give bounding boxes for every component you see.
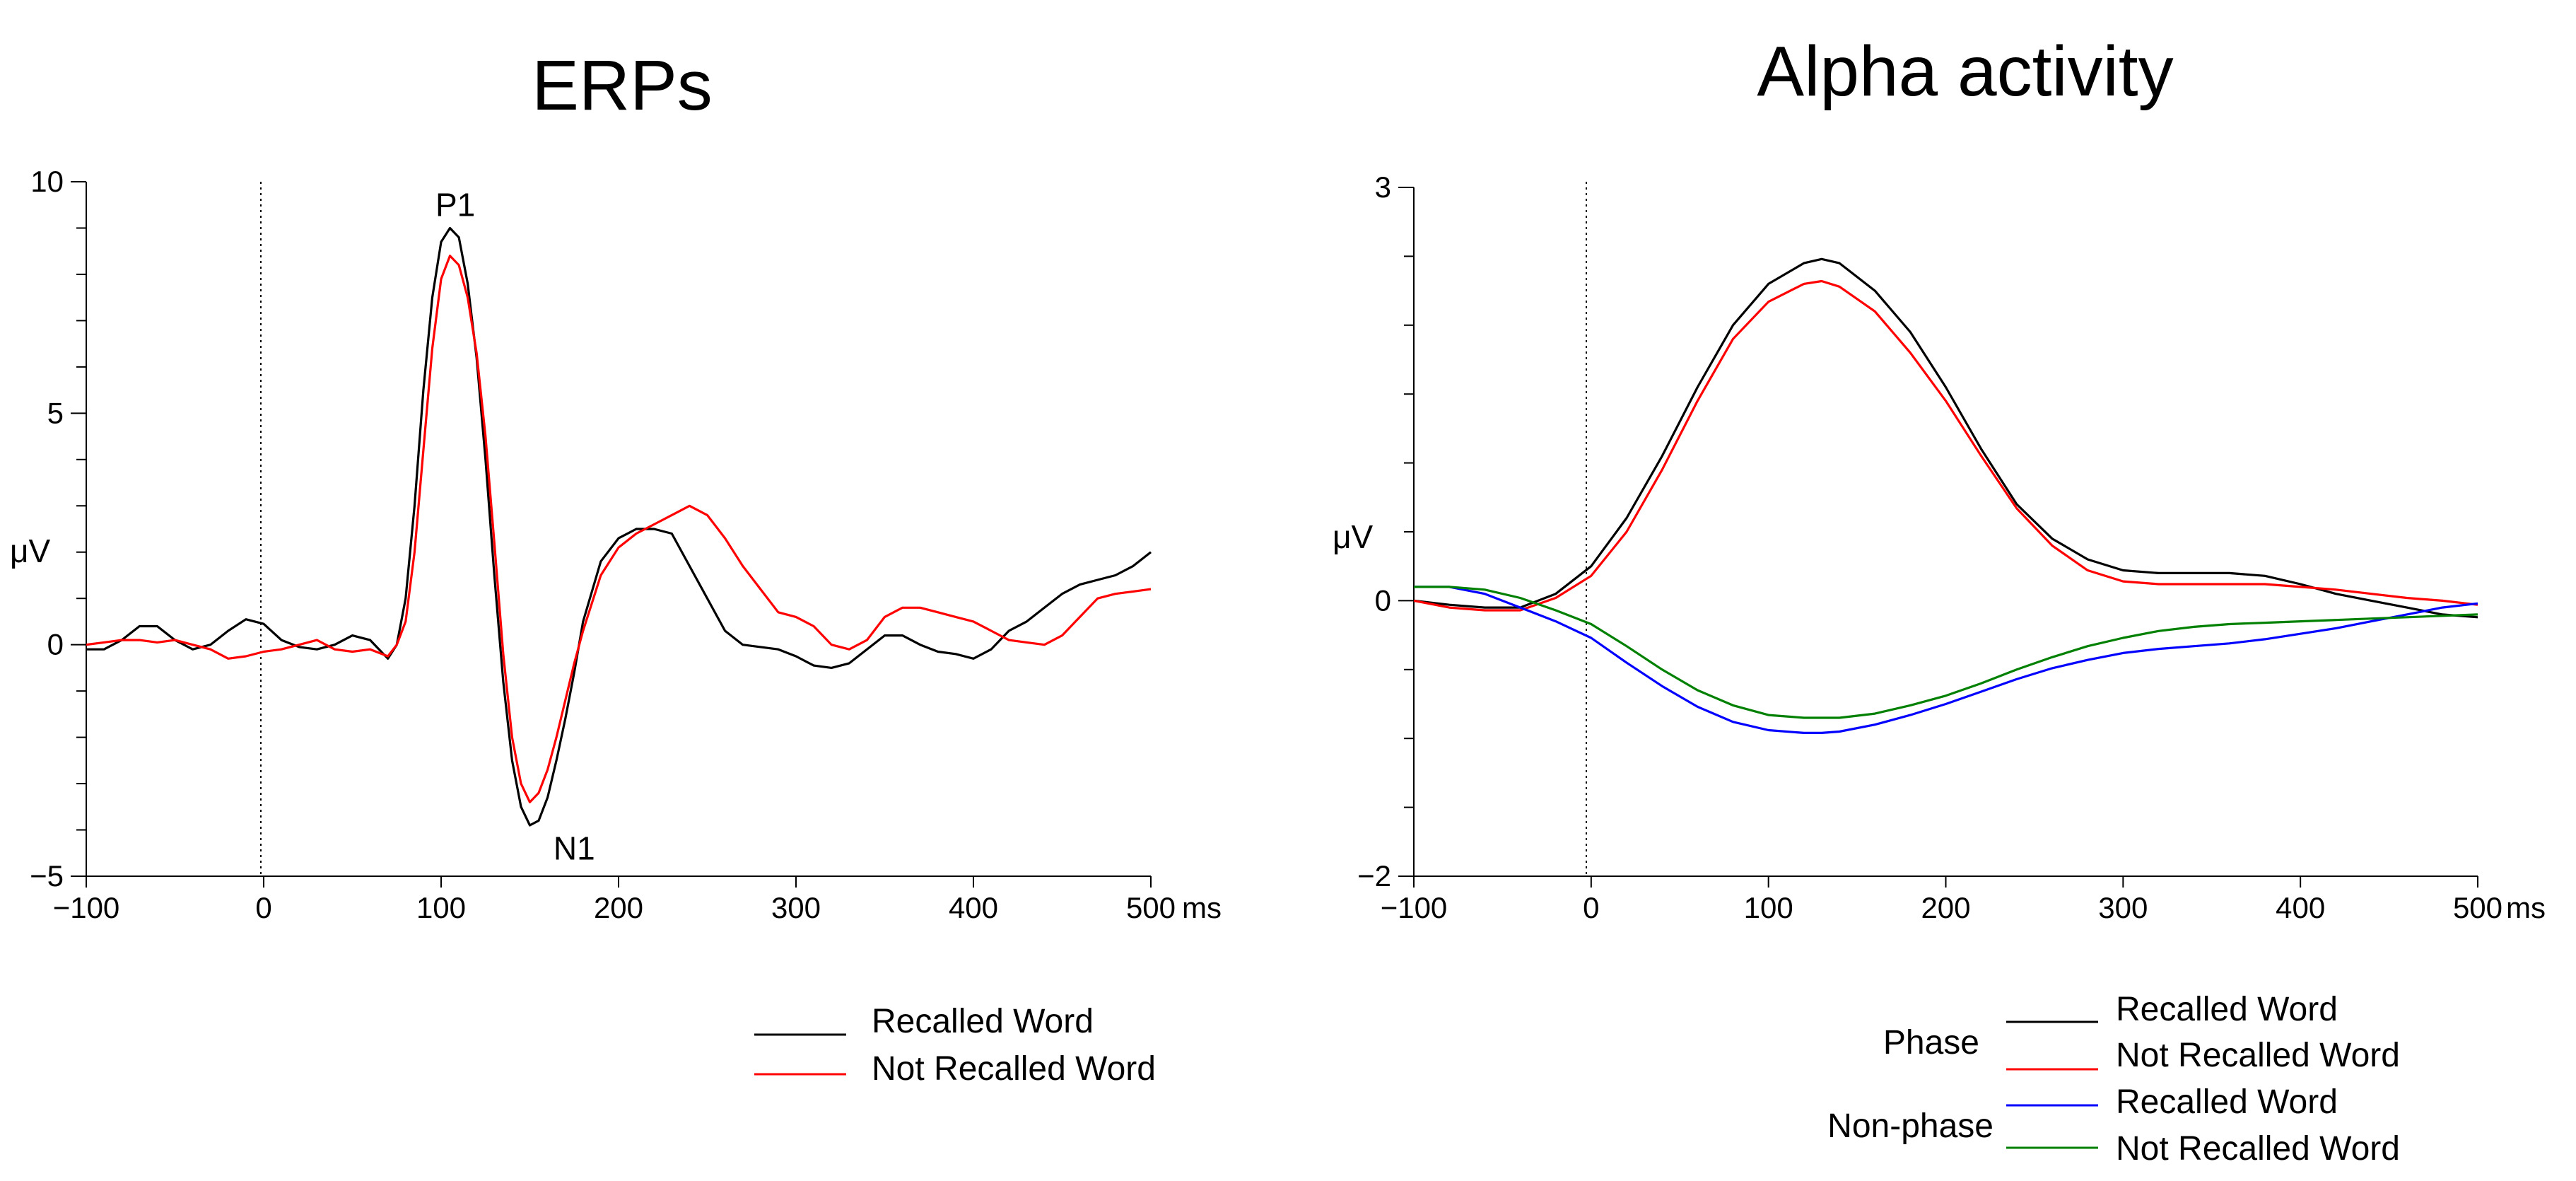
alpha-panel: Alpha activity −203−100 0 100 200 300 400 500 … [1333, 32, 2546, 1168]
alpha-legend-label-phase-not-recalled: Not Recalled Word [2116, 1037, 2400, 1074]
erp-legend-label-not-recalled: Not Recalled Word [872, 1050, 1156, 1088]
x-tick-label: 200 [594, 891, 643, 924]
alpha-legend-label-phase-recalled: Recalled Word [2116, 991, 2338, 1028]
alpha-ticks: −2 0 3 −100 0 100 200 300 400 500 [1357, 170, 2502, 924]
alpha-y-unit: μV [1333, 518, 1374, 555]
x-tick-label: 300 [771, 891, 821, 924]
series-line-non-phase-not-recalled-word [1414, 586, 2478, 719]
alpha-title: Alpha activity [1757, 32, 2173, 111]
y-tick-label: 10 [30, 165, 64, 198]
erp-plot: −5 0 5 10 −100 0 100 200 300 400 500 [30, 165, 1176, 924]
y-tick-label: 0 [47, 628, 64, 661]
y-tick-label: 3 [1375, 170, 1391, 204]
x-tick-label: 0 [255, 891, 271, 924]
series-line-phase-not-recalled-word [1413, 279, 2478, 612]
x-tick-label: 400 [949, 891, 998, 924]
series-line-phase-recalled-word [1413, 257, 2478, 619]
alpha-legend-group-phase: Phase [1883, 1024, 1979, 1061]
erp-annotation-p1: P1 [435, 187, 475, 223]
x-tick-label: −100 [1381, 891, 1448, 924]
erp-x-unit: ms [1182, 891, 1222, 924]
erp-annotation-n1: N1 [554, 830, 595, 867]
series-line-recalled-word [86, 226, 1152, 827]
y-tick-label: 5 [47, 396, 64, 429]
erp-ticks: −5 0 5 10 −100 0 100 200 300 400 500 [30, 165, 1176, 924]
x-tick-label: −100 [53, 891, 120, 924]
alpha-plot: −2 0 3 −100 0 100 200 300 400 500 [1357, 170, 2502, 924]
x-tick-label: 200 [1921, 891, 1970, 924]
x-tick-label: 300 [2098, 891, 2148, 924]
x-tick-label: 100 [1744, 891, 1793, 924]
alpha-legend-label-nonphase-not-recalled: Not Recalled Word [2116, 1130, 2400, 1168]
erp-title: ERPs [532, 46, 713, 125]
erp-legend-label-recalled: Recalled Word [872, 1003, 1094, 1040]
x-tick-label: 400 [2276, 891, 2325, 924]
x-tick-label: 100 [416, 891, 466, 924]
erp-y-unit: μV [10, 533, 51, 569]
y-tick-label: −2 [1357, 859, 1391, 892]
y-tick-label: −5 [30, 859, 64, 892]
alpha-legend: Phase Non-phase Recalled Word Not Recall… [1827, 991, 2400, 1168]
y-tick-label: 0 [1375, 583, 1391, 617]
erp-legend: Recalled Word Not Recalled Word [754, 1003, 1156, 1088]
alpha-legend-label-nonphase-recalled: Recalled Word [2116, 1083, 2338, 1121]
x-tick-label: 500 [2453, 891, 2502, 924]
alpha-x-unit: ms [2506, 891, 2546, 924]
erp-lines [86, 226, 1152, 827]
series-line-not-recalled-word [86, 255, 1152, 803]
erp-panel: ERPs −5 0 5 10 −100 0 100 200 300 400 500 μV ms P1… [10, 46, 1222, 1088]
series-line-non-phase-recalled-word [1414, 586, 2478, 734]
alpha-lines [1413, 257, 2478, 734]
x-tick-label: 0 [1583, 891, 1599, 924]
x-tick-label: 500 [1126, 891, 1176, 924]
alpha-legend-group-nonphase: Non-phase [1827, 1107, 1994, 1145]
